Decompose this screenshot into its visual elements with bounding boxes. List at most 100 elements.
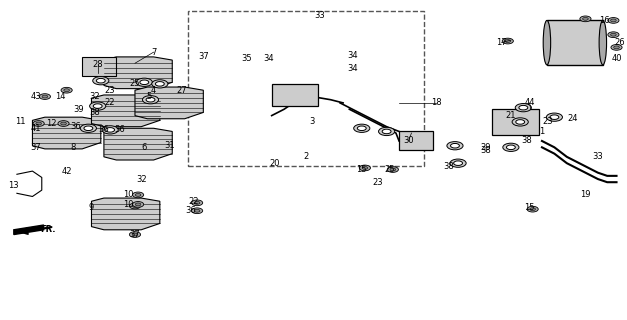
Text: 25: 25	[130, 79, 140, 88]
Text: 22: 22	[105, 99, 115, 108]
Text: 20: 20	[270, 159, 280, 168]
Text: 14: 14	[55, 92, 66, 101]
Circle shape	[191, 208, 203, 214]
Circle shape	[194, 209, 200, 212]
Text: 37: 37	[130, 230, 140, 239]
Circle shape	[519, 105, 528, 110]
Text: 38: 38	[481, 146, 492, 155]
Text: 4: 4	[151, 86, 156, 95]
Text: 44: 44	[524, 99, 535, 108]
Text: 16: 16	[599, 16, 609, 25]
Text: 34: 34	[347, 63, 358, 73]
Text: 13: 13	[9, 181, 19, 190]
Circle shape	[357, 126, 366, 131]
Text: 37: 37	[198, 52, 209, 61]
Polygon shape	[33, 117, 101, 149]
Circle shape	[550, 115, 559, 119]
Text: 39: 39	[74, 105, 85, 114]
Text: FR.: FR.	[40, 225, 56, 234]
Circle shape	[132, 202, 144, 207]
Circle shape	[453, 161, 463, 165]
Circle shape	[36, 122, 41, 125]
Text: 35: 35	[241, 54, 252, 63]
Circle shape	[390, 168, 396, 171]
Circle shape	[527, 206, 538, 212]
Circle shape	[582, 17, 588, 20]
Text: 15: 15	[524, 203, 535, 212]
Circle shape	[614, 46, 619, 49]
Text: 29: 29	[481, 143, 492, 152]
Text: 1: 1	[539, 127, 545, 136]
Text: 15: 15	[357, 165, 367, 174]
Text: 40: 40	[611, 54, 622, 63]
Circle shape	[580, 16, 591, 22]
Circle shape	[451, 143, 460, 148]
Circle shape	[97, 78, 105, 83]
Text: 31: 31	[164, 141, 174, 150]
Bar	[492, 109, 539, 135]
Circle shape	[387, 167, 398, 172]
Polygon shape	[104, 57, 172, 89]
Circle shape	[129, 232, 140, 237]
Circle shape	[516, 120, 525, 124]
Circle shape	[546, 113, 562, 121]
Bar	[271, 84, 319, 106]
Text: 43: 43	[30, 92, 41, 101]
Text: 34: 34	[347, 51, 358, 60]
Circle shape	[194, 201, 200, 204]
Circle shape	[362, 166, 367, 169]
Circle shape	[132, 204, 138, 207]
Bar	[82, 57, 117, 76]
Circle shape	[447, 142, 463, 150]
Circle shape	[505, 40, 510, 43]
Text: 23: 23	[105, 86, 115, 95]
Text: 18: 18	[431, 99, 441, 108]
Text: 22: 22	[189, 197, 199, 206]
Text: 41: 41	[30, 124, 41, 133]
Ellipse shape	[543, 20, 551, 65]
Text: 38: 38	[443, 162, 454, 171]
Circle shape	[611, 19, 616, 22]
Circle shape	[191, 200, 203, 206]
Circle shape	[354, 124, 370, 132]
Circle shape	[140, 80, 149, 84]
Polygon shape	[104, 128, 172, 160]
Polygon shape	[92, 95, 160, 127]
Circle shape	[142, 96, 159, 104]
Text: 42: 42	[61, 167, 72, 176]
Circle shape	[132, 233, 138, 236]
Circle shape	[136, 78, 152, 86]
Circle shape	[42, 95, 48, 98]
Text: 12: 12	[46, 119, 56, 128]
Circle shape	[135, 194, 141, 196]
Circle shape	[84, 126, 93, 131]
Circle shape	[40, 94, 51, 100]
Text: 34: 34	[263, 54, 274, 63]
Circle shape	[106, 128, 115, 132]
Circle shape	[503, 143, 519, 151]
Circle shape	[512, 118, 529, 126]
Circle shape	[146, 98, 155, 102]
Circle shape	[608, 32, 619, 37]
Text: 36: 36	[186, 206, 196, 215]
Circle shape	[61, 87, 72, 93]
Text: 10: 10	[124, 200, 134, 209]
Polygon shape	[92, 198, 160, 230]
Text: 30: 30	[403, 136, 414, 146]
Text: 38: 38	[89, 108, 100, 117]
Text: 24: 24	[568, 114, 578, 123]
Text: 33: 33	[315, 11, 325, 20]
Circle shape	[379, 127, 395, 136]
Circle shape	[93, 76, 109, 85]
Circle shape	[33, 121, 45, 126]
Circle shape	[507, 145, 515, 149]
Circle shape	[102, 126, 119, 134]
Text: 28: 28	[92, 60, 103, 69]
Text: 2: 2	[303, 152, 308, 161]
Circle shape	[64, 89, 70, 92]
Text: 27: 27	[176, 86, 187, 95]
Circle shape	[359, 165, 371, 171]
Circle shape	[515, 104, 532, 112]
Text: 37: 37	[30, 143, 41, 152]
Circle shape	[155, 82, 164, 86]
